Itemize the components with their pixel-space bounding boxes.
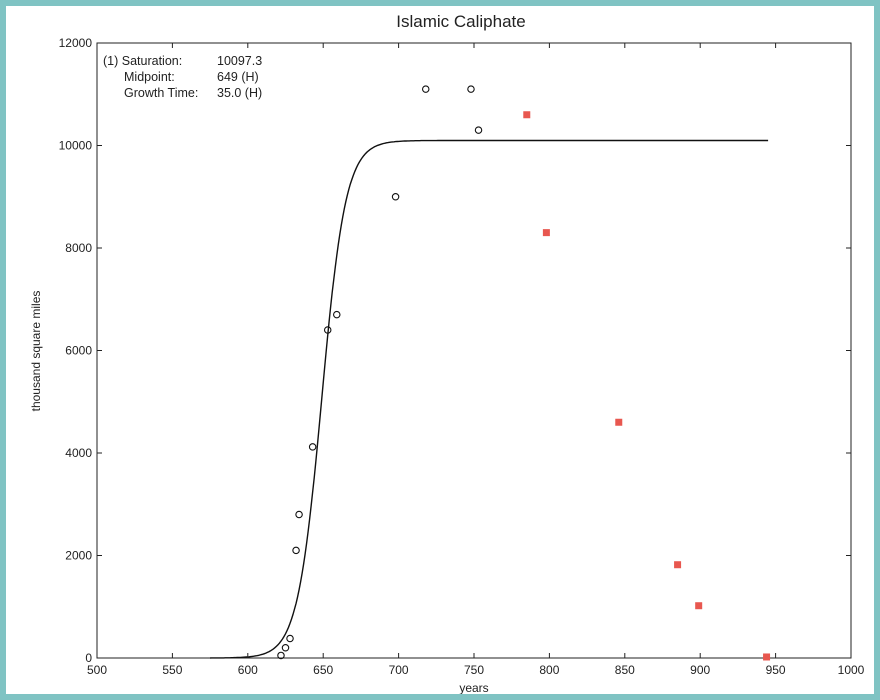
data-point-circle [467, 85, 475, 93]
annotation-growth-label: Growth Time: [124, 86, 198, 100]
y-tick-label: 10000 [59, 139, 93, 153]
data-point-circle [421, 85, 430, 93]
annotation-saturation-value: 10097.3 [217, 54, 262, 68]
data-point-circle [292, 546, 300, 555]
chart-svg: Islamic Caliphate 500 550 600 650 700 750 800 8… [29, 12, 865, 694]
x-tick-label: 800 [539, 663, 559, 677]
y-axis-label: thousand square miles [29, 291, 43, 412]
data-point-circle [391, 193, 400, 201]
x-tick-label: 1000 [838, 663, 865, 677]
y-tick-label: 6000 [65, 344, 92, 358]
x-tick-label: 500 [87, 663, 107, 677]
x-tick-label: 850 [615, 663, 635, 677]
x-tick-label: 950 [766, 663, 786, 677]
y-tick-label: 12000 [59, 36, 93, 50]
x-tick-label: 750 [464, 663, 484, 677]
y-tick-label: 4000 [65, 446, 92, 460]
annotation-growth-value: 35.0 (H) [217, 86, 262, 100]
data-point-square [674, 561, 682, 569]
data-point-square [542, 229, 550, 237]
data-point-circle [281, 643, 290, 652]
data-point-square [763, 653, 771, 661]
annotation-midpoint-label: Midpoint: [124, 70, 175, 84]
data-point-circle [323, 326, 332, 334]
data-point-circle [474, 126, 483, 134]
fit-curve-layer [210, 139, 769, 659]
x-axis-label: years [459, 681, 488, 694]
fit-annotation: (1) Saturation: 10097.3 Midpoint: 649 (H… [103, 54, 262, 100]
data-point-square [523, 111, 531, 119]
data-markers [277, 85, 771, 661]
data-point-square [695, 602, 703, 610]
x-tick-label: 550 [162, 663, 182, 677]
y-tick-label: 0 [85, 651, 92, 665]
data-point-circle [295, 510, 303, 519]
x-tick-label: 900 [690, 663, 710, 677]
annotation-midpoint-value: 649 (H) [217, 70, 259, 84]
axis-ticks: 500 550 600 650 700 750 800 850 900 950 1000020004… [59, 36, 865, 677]
chart-frame: Islamic Caliphate 500 550 600 650 700 750 800 8… [6, 6, 874, 694]
data-point-circle [308, 443, 317, 451]
annotation-saturation-label: (1) Saturation: [103, 54, 182, 68]
plot-area [96, 42, 852, 659]
fit-curve-line [210, 139, 769, 659]
y-tick-label: 2000 [65, 549, 92, 563]
data-point-circle [333, 310, 341, 319]
x-tick-label: 700 [389, 663, 409, 677]
data-point-circle [286, 634, 294, 643]
data-point-square [615, 418, 623, 426]
chart-title: Islamic Caliphate [396, 12, 525, 31]
data-point-circle [277, 651, 285, 660]
y-tick-label: 8000 [65, 241, 92, 255]
x-tick-label: 650 [313, 663, 333, 677]
x-tick-label: 600 [238, 663, 258, 677]
